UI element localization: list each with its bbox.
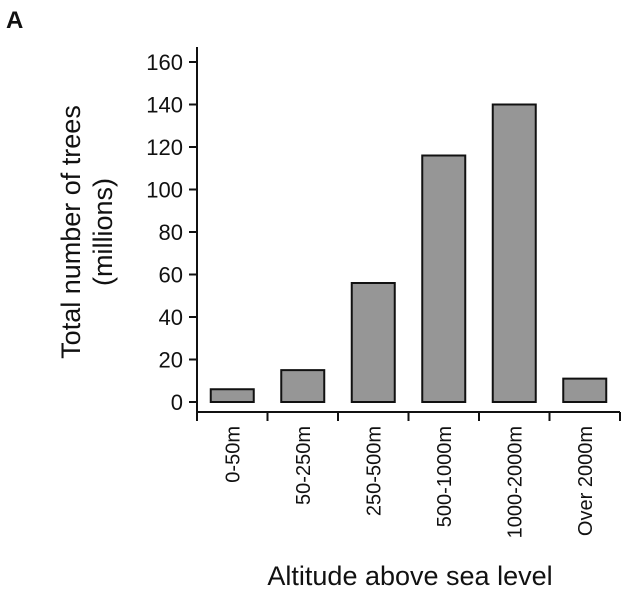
bar-1000-2000m — [491, 103, 537, 403]
bar-Over 2000m — [562, 377, 608, 403]
y-tick-label: 20 — [159, 348, 183, 373]
x-tick-label: 50-250m — [293, 426, 315, 505]
x-axis-title: Altitude above sea level — [267, 561, 552, 591]
y-axis-title-line2: (millions) — [88, 178, 118, 286]
x-tick-label: 0-50m — [222, 426, 244, 483]
x-tick-label: 500-1000m — [434, 426, 456, 527]
x-tick-label: Over 2000m — [575, 426, 597, 536]
panel-letter: A — [6, 7, 23, 34]
bar-50-250m — [280, 369, 326, 403]
y-tick-label: 0 — [171, 390, 183, 415]
x-tick-label: 1000-2000m — [504, 426, 526, 538]
bar-500-1000m — [421, 154, 467, 403]
y-tick-label: 40 — [159, 305, 183, 330]
bars — [209, 103, 608, 403]
y-tick-label: 80 — [159, 220, 183, 245]
y-tick-label: 120 — [146, 135, 183, 160]
bar-250-500m — [350, 282, 396, 403]
x-tick-label: 250-500m — [363, 426, 385, 516]
y-tick-label: 140 — [146, 93, 183, 118]
y-axis-title-line1: Total number of trees — [56, 105, 86, 359]
x-axis-ticks: 0-50m 50-250m 250-500m 500-1000m 1000-2000m O… — [196, 412, 621, 538]
y-tick-label: 60 — [159, 263, 183, 288]
bar-0-50m — [209, 388, 255, 403]
y-tick-label: 100 — [146, 178, 183, 203]
y-tick-label: 160 — [146, 50, 183, 75]
y-axis-ticks: 0 20 40 60 80 100 120 140 160 — [146, 50, 197, 415]
